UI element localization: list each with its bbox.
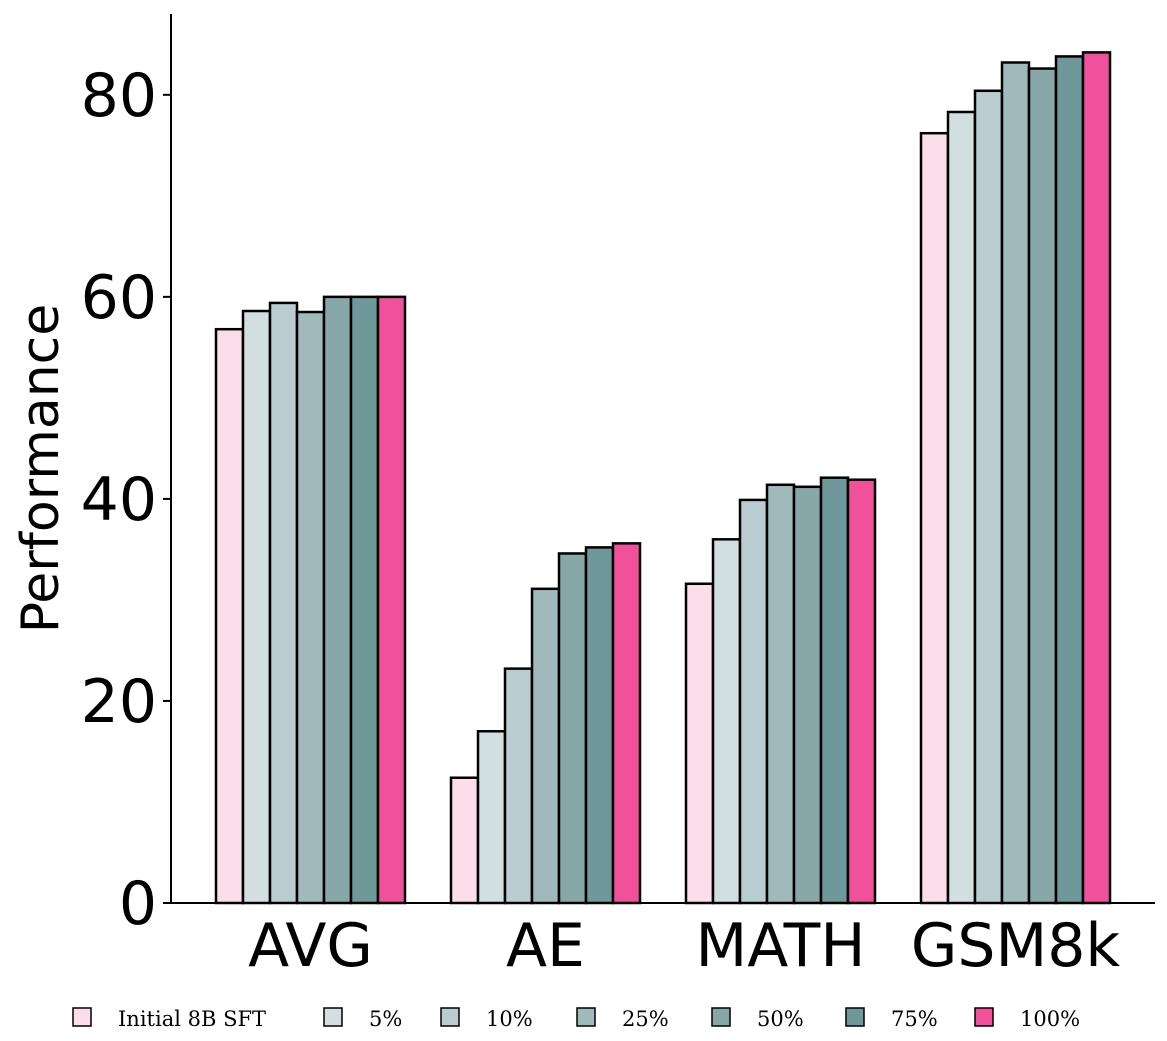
legend-label: 25% (622, 1007, 669, 1031)
bar-ae-initial-8b-sft (449, 776, 480, 905)
bar-gsm8k-25 (1000, 61, 1031, 905)
legend-swatch (845, 1007, 865, 1027)
bar-avg-5 (241, 309, 272, 905)
bar-math-100 (846, 478, 877, 905)
bar-math-75 (819, 476, 850, 905)
bar-ae-5 (476, 730, 507, 905)
legend: Initial 8B SFT 5% 10% 25% 50% 75% 100% (72, 1007, 1080, 1031)
bar-math-50 (792, 485, 823, 905)
y-ticks: 0 20 40 60 80 (81, 61, 171, 939)
bar-math-initial-8b-sft (684, 582, 715, 905)
legend-swatch (711, 1007, 731, 1027)
bar-avg-100 (376, 295, 407, 905)
bar-ae-50 (557, 552, 588, 905)
legend-swatch (974, 1007, 994, 1027)
y-axis-title: Performance (11, 304, 71, 634)
bar-ae-75 (584, 546, 615, 905)
bar-math-25 (765, 483, 796, 905)
legend-swatch (440, 1007, 460, 1027)
legend-label: 75% (891, 1007, 938, 1031)
bar-gsm8k-initial-8b-sft (919, 131, 950, 905)
bar-gsm8k-5 (946, 110, 977, 905)
y-tick-label: 80 (81, 61, 157, 131)
category-label: MATH (696, 911, 866, 981)
category-label: AVG (248, 911, 373, 981)
legend-label: 100% (1020, 1007, 1080, 1031)
bar-gsm8k-10 (973, 89, 1004, 905)
category-label: GSM8k (911, 911, 1121, 981)
legend-label: Initial 8B SFT (118, 1007, 266, 1031)
legend-swatch (72, 1007, 92, 1027)
bar-avg-10 (268, 301, 299, 905)
legend-label: 50% (757, 1007, 804, 1031)
y-tick-label: 40 (81, 465, 157, 535)
bar-gsm8k-100 (1081, 51, 1112, 905)
axes: 0 20 40 60 80 (81, 14, 1155, 939)
bar-math-5 (711, 538, 742, 905)
legend-label: 10% (486, 1007, 533, 1031)
bar-avg-50 (322, 295, 353, 905)
category-label: AE (506, 911, 585, 981)
bar-ae-25 (530, 587, 561, 905)
y-tick-label: 60 (81, 263, 157, 333)
y-tick-label: 0 (119, 869, 157, 939)
bar-ae-10 (503, 667, 534, 905)
y-tick-label: 20 (81, 667, 157, 737)
category-labels: AVG AE MATH GSM8k (248, 911, 1120, 981)
bar-gsm8k-50 (1027, 67, 1058, 905)
bar-avg-75 (349, 295, 380, 905)
legend-label: 5% (369, 1007, 402, 1031)
bar-avg-25 (295, 310, 326, 905)
bars (214, 51, 1112, 905)
bar-math-10 (738, 498, 769, 905)
legend-swatch (576, 1007, 596, 1027)
bar-gsm8k-75 (1054, 55, 1085, 905)
legend-swatch (323, 1007, 343, 1027)
bar-ae-100 (611, 542, 642, 905)
bar-avg-initial-8b-sft (214, 327, 245, 905)
